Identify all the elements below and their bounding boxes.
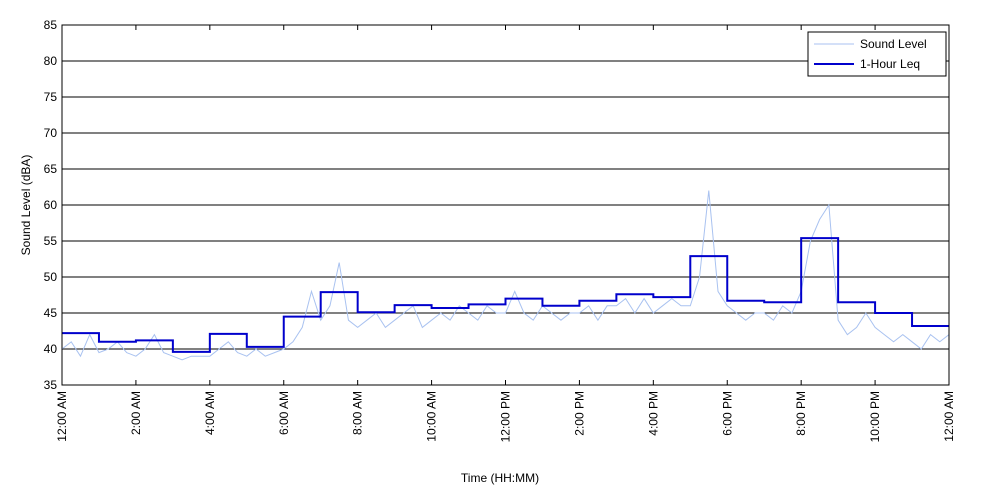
legend-box: [807, 31, 947, 77]
y-tick-label: 60: [44, 198, 58, 212]
legend-label: Sound Level: [860, 37, 927, 51]
x-tick-label: 12:00 AM: [55, 391, 69, 442]
series-line: [62, 237, 949, 353]
y-tick-label: 80: [44, 54, 58, 68]
x-tick-label: 6:00 PM: [720, 391, 734, 436]
x-tick-label: 10:00 PM: [868, 391, 882, 442]
x-axis-label: Time (HH:MM): [461, 471, 539, 485]
y-tick-label: 65: [44, 162, 58, 176]
x-tick-label: 8:00 PM: [794, 391, 808, 436]
x-tick-label: 8:00 AM: [351, 391, 365, 435]
x-tick-label: 12:00 PM: [499, 391, 513, 442]
y-tick-label: 55: [44, 234, 58, 248]
x-tick-label: 6:00 AM: [277, 391, 291, 435]
x-tick-label: 4:00 AM: [203, 391, 217, 435]
x-tick-label: 2:00 PM: [572, 391, 586, 436]
plot-frame: [61, 24, 950, 386]
y-tick-label: 45: [44, 306, 58, 320]
y-tick-label: 85: [44, 18, 58, 32]
y-tick-label: 70: [44, 126, 58, 140]
x-tick-label: 10:00 AM: [425, 391, 439, 442]
x-tick-label: 4:00 PM: [646, 391, 660, 436]
y-tick-label: 75: [44, 90, 58, 104]
y-tick-label: 40: [44, 342, 58, 356]
x-tick-label: 2:00 AM: [129, 391, 143, 435]
x-tick-label: 12:00 AM: [942, 391, 956, 442]
y-tick-label: 35: [44, 378, 58, 392]
legend-label: 1-Hour Leq: [860, 57, 920, 71]
y-tick-label: 50: [44, 270, 58, 284]
y-axis-label: Sound Level (dBA): [19, 155, 33, 256]
